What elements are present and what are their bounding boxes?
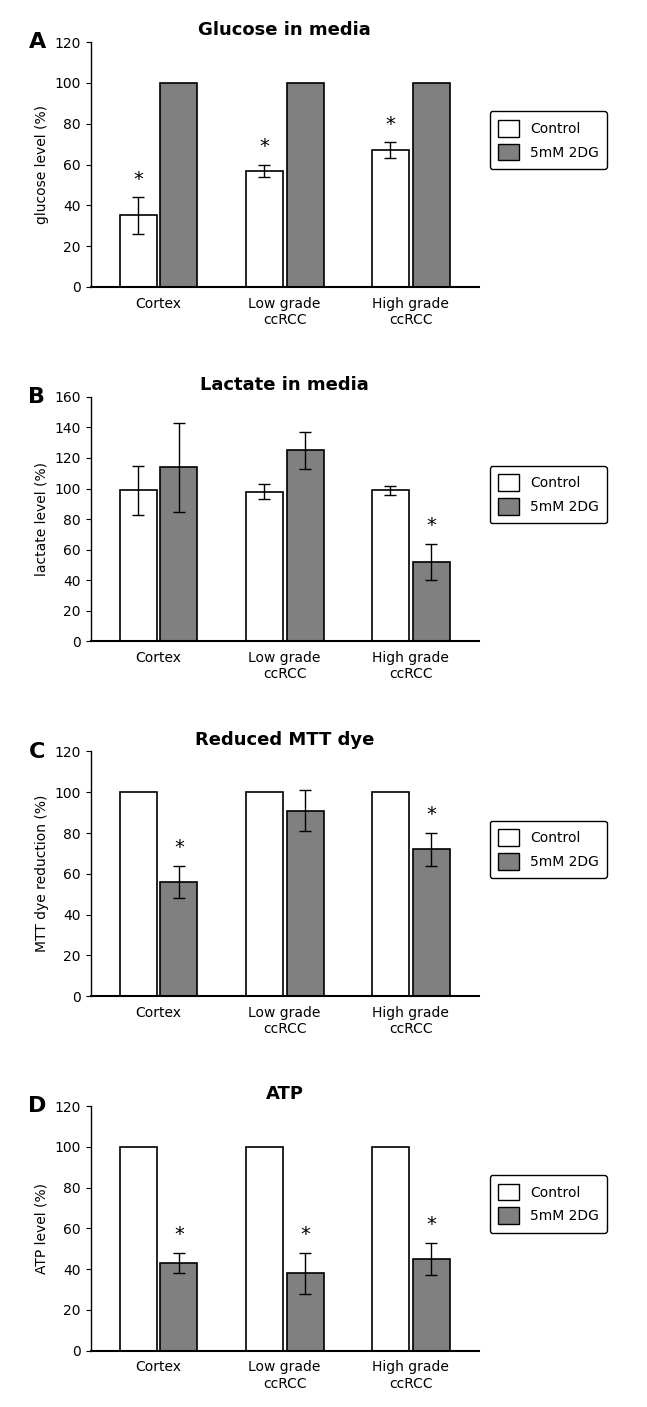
Bar <box>120 490 157 642</box>
Bar <box>160 882 197 996</box>
Bar <box>413 850 450 996</box>
Text: C: C <box>28 741 45 761</box>
Bar <box>372 1147 409 1351</box>
Text: *: * <box>174 839 184 857</box>
Bar <box>160 1263 197 1351</box>
Legend: Control, 5mM 2DG: Control, 5mM 2DG <box>490 111 607 169</box>
Bar <box>120 1147 157 1351</box>
Text: A: A <box>28 32 46 52</box>
Bar <box>160 467 197 642</box>
Text: *: * <box>426 516 436 535</box>
Legend: Control, 5mM 2DG: Control, 5mM 2DG <box>490 820 607 878</box>
Bar <box>246 170 283 287</box>
Text: *: * <box>426 805 436 825</box>
Text: *: * <box>174 1225 184 1244</box>
Bar <box>246 792 283 996</box>
Title: ATP: ATP <box>266 1085 303 1103</box>
Text: *: * <box>133 170 143 189</box>
Bar <box>287 1273 324 1351</box>
Bar <box>160 83 197 287</box>
Title: Reduced MTT dye: Reduced MTT dye <box>195 730 375 749</box>
Legend: Control, 5mM 2DG: Control, 5mM 2DG <box>490 1175 607 1233</box>
Bar <box>372 490 409 642</box>
Y-axis label: glucose level (%): glucose level (%) <box>35 106 49 224</box>
Bar <box>287 450 324 642</box>
Title: Glucose in media: Glucose in media <box>198 21 371 39</box>
Text: *: * <box>426 1216 436 1234</box>
Y-axis label: lactate level (%): lactate level (%) <box>35 461 49 575</box>
Y-axis label: ATP level (%): ATP level (%) <box>35 1183 49 1273</box>
Text: D: D <box>28 1096 47 1116</box>
Text: *: * <box>300 1225 310 1244</box>
Y-axis label: MTT dye reduction (%): MTT dye reduction (%) <box>35 795 49 953</box>
Bar <box>120 792 157 996</box>
Text: *: * <box>386 114 395 134</box>
Bar <box>413 1259 450 1351</box>
Bar <box>246 491 283 642</box>
Bar <box>287 83 324 287</box>
Bar <box>246 1147 283 1351</box>
Title: Lactate in media: Lactate in media <box>201 376 369 394</box>
Text: *: * <box>259 136 269 156</box>
Bar <box>372 151 409 287</box>
Bar <box>120 215 157 287</box>
Bar <box>287 810 324 996</box>
Bar <box>413 561 450 642</box>
Bar <box>413 83 450 287</box>
Bar <box>372 792 409 996</box>
Legend: Control, 5mM 2DG: Control, 5mM 2DG <box>490 466 607 523</box>
Text: B: B <box>28 387 45 407</box>
